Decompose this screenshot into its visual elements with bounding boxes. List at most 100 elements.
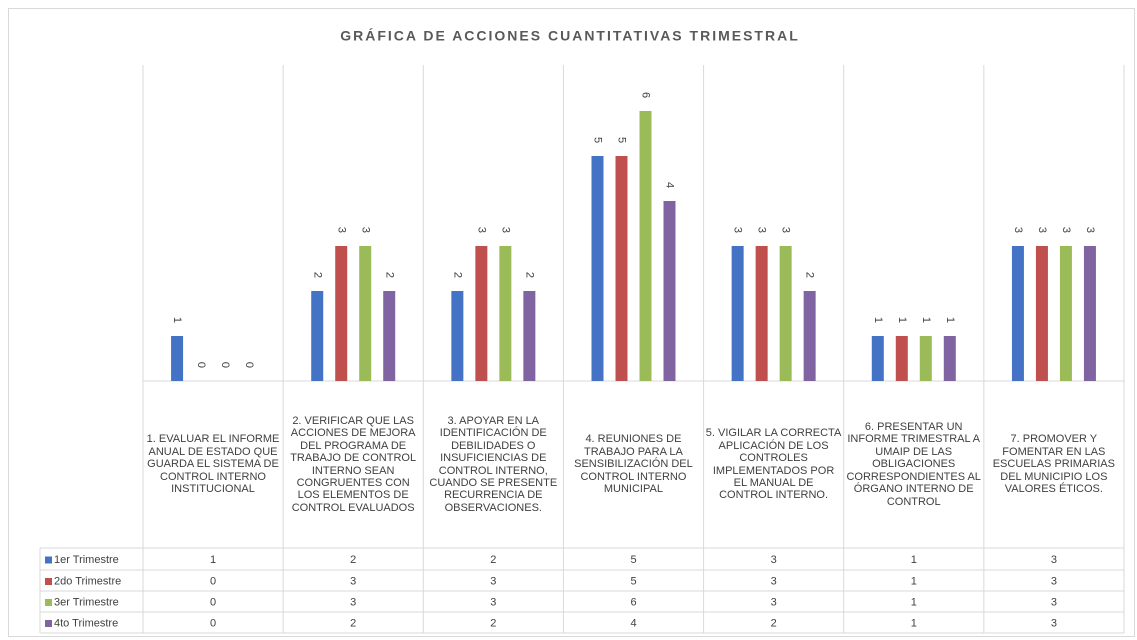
table-value: 0 [210,617,216,629]
bar [591,156,604,381]
bar [755,246,768,381]
table-value: 2 [350,554,356,566]
bar [803,291,816,381]
data-label: 5 [616,137,628,143]
table-value: 2 [490,617,496,629]
table-value: 3 [1051,596,1057,608]
category-label: 5. VIGILAR LA CORRECTA APLICACIÓN DE LOS… [705,427,842,502]
table-value: 1 [911,575,917,587]
table-value: 2 [490,554,496,566]
data-label: 6 [640,92,652,98]
table-value: 5 [630,554,636,566]
data-label: 0 [195,362,207,368]
table-value: 3 [1051,554,1057,566]
data-label: 2 [451,272,463,278]
legend-swatch [45,620,52,627]
legend-label: 2do Trimestre [54,575,121,587]
data-label: 1 [872,317,884,323]
data-label: 3 [732,227,744,233]
table-value: 4 [630,617,636,629]
data-label: 3 [756,227,768,233]
bar [335,246,348,381]
bar [475,246,488,381]
legend-swatch [45,556,52,564]
table-value: 6 [630,596,636,608]
table-value: 1 [911,596,917,608]
data-label: 5 [592,137,604,143]
bar [383,291,396,381]
data-label: 3 [335,227,347,233]
data-label: 2 [523,272,535,278]
bar [615,156,628,381]
chart-border [8,8,1135,637]
category-label: 7. PROMOVER Y FOMENTAR EN LAS ESCUELAS P… [992,433,1115,496]
bar [359,246,372,381]
bar [1059,246,1072,381]
table-value: 3 [350,575,356,587]
table-value: 5 [630,575,636,587]
table-value: 0 [210,575,216,587]
legend-swatch [45,578,52,585]
data-label: 4 [664,182,676,188]
bar [1083,246,1096,381]
bar [779,246,792,381]
table-value: 3 [490,596,496,608]
data-label: 3 [499,227,511,233]
bar [871,336,884,381]
category-label: 4. REUNIONES DE TRABAJO PARA LA SENSIBIL… [574,433,693,496]
legend-label: 4to Trimestre [54,617,118,629]
data-label: 1 [944,317,956,323]
data-label: 2 [311,272,323,278]
table-value: 1 [911,554,917,566]
data-label: 1 [171,317,183,323]
category-label: 3. APOYAR EN LA IDENTIFICACIÓN DE DEBILI… [429,414,558,514]
table-value: 1 [911,617,917,629]
table-value: 3 [771,596,777,608]
bar [639,111,652,381]
legend-swatch [45,599,52,606]
bar [895,336,908,381]
legend-label: 3er Trimestre [54,596,119,608]
bar [1035,246,1048,381]
bar [663,201,676,381]
bar [943,336,956,381]
data-label: 3 [475,227,487,233]
data-label: 3 [1060,227,1072,233]
table-value: 3 [771,554,777,566]
data-label: 3 [780,227,792,233]
table-value: 3 [771,575,777,587]
bar [1011,246,1024,381]
category-label: 6. PRESENTAR UN INFORME TRIMESTRAL A UMA… [846,421,981,508]
table-value: 1 [210,554,216,566]
table-value: 2 [771,617,777,629]
data-label: 3 [1084,227,1096,233]
data-label: 3 [1036,227,1048,233]
data-label: 3 [1012,227,1024,233]
data-label: 2 [804,272,816,278]
bar [731,246,744,381]
chart-title: GRÁFICA DE ACCIONES CUANTITATIVAS TRIMES… [340,28,800,44]
bar [523,291,536,381]
data-label: 3 [359,227,371,233]
table-value: 3 [1051,575,1057,587]
data-label: 1 [920,317,932,323]
category-label: 2. VERIFICAR QUE LAS ACCIONES DE MEJORA … [290,414,417,514]
data-label: 1 [896,317,908,323]
legend-label: 1er Trimestre [54,554,119,566]
table-value: 0 [210,596,216,608]
table-value: 2 [350,617,356,629]
bar [311,291,324,381]
data-label: 2 [383,272,395,278]
data-label: 0 [219,362,231,368]
table-value: 3 [490,575,496,587]
category-label: 1. EVALUAR EL INFORME ANUAL DE ESTADO QU… [146,433,280,496]
table-value: 3 [1051,617,1057,629]
bar [171,336,184,381]
bar [919,336,932,381]
data-label: 0 [243,362,255,368]
bar [499,246,512,381]
table-value: 3 [350,596,356,608]
bar [451,291,464,381]
